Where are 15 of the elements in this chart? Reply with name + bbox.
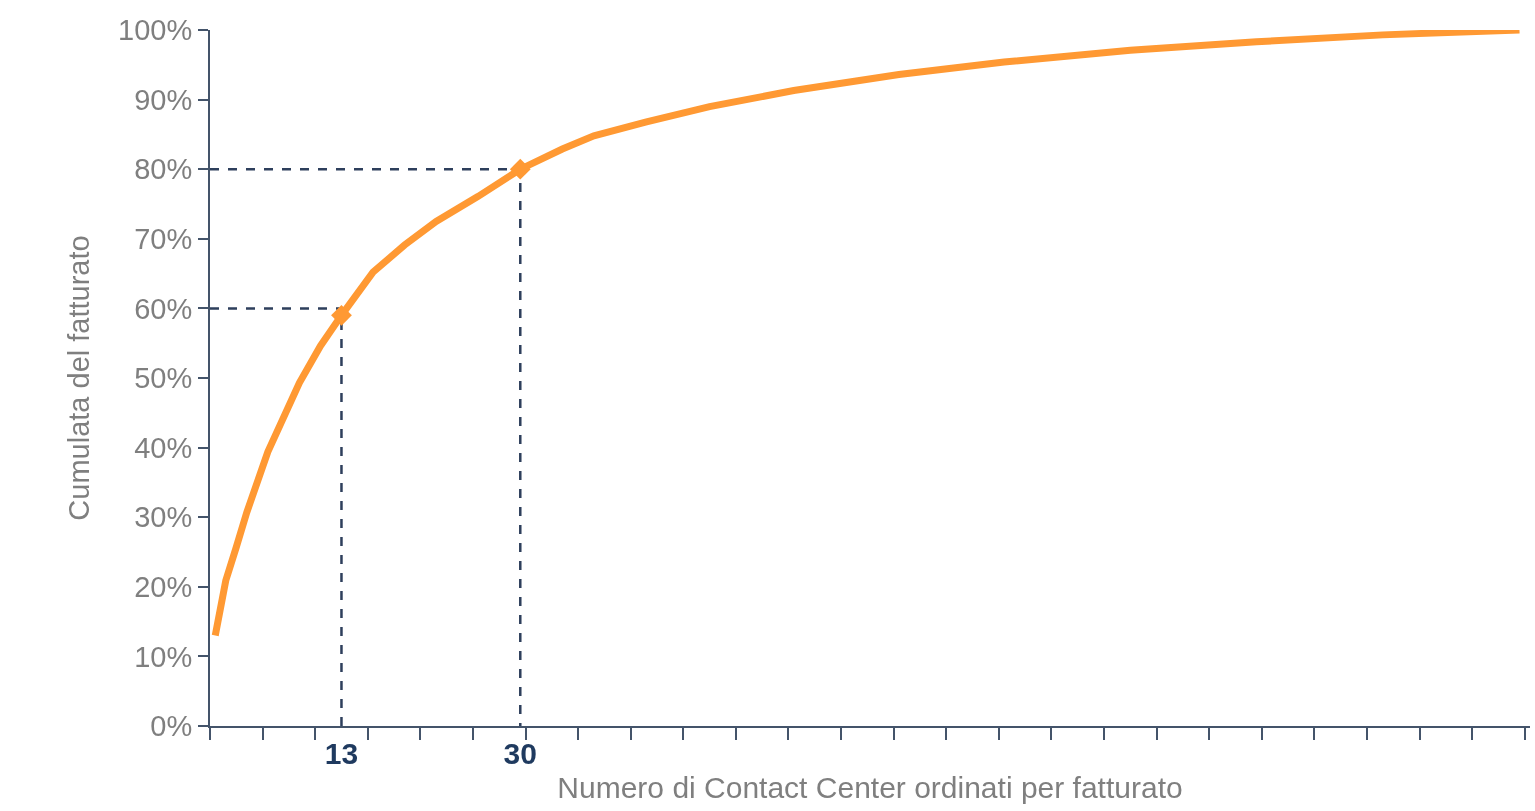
y-tick-label: 30%	[134, 501, 193, 534]
y-tick-label: 20%	[134, 570, 193, 603]
y-tick-label: 70%	[134, 222, 193, 255]
y-tick-label: 10%	[134, 640, 193, 673]
x-tick-label: 13	[324, 737, 359, 770]
x-tick-label: 30	[503, 737, 537, 770]
y-axis-title: Cumulata del fatturato	[62, 235, 95, 521]
y-tick-label: 90%	[134, 83, 193, 116]
y-tick-label: 0%	[150, 710, 193, 743]
y-tick-label: 60%	[134, 292, 193, 325]
x-axis-title: Numero di Contact Center ordinati per fatturato	[557, 771, 1183, 804]
y-tick-label: 100%	[118, 14, 193, 47]
y-tick-label: 80%	[134, 153, 193, 186]
y-tick-label: 50%	[134, 362, 193, 395]
y-tick-label: 40%	[134, 431, 193, 464]
